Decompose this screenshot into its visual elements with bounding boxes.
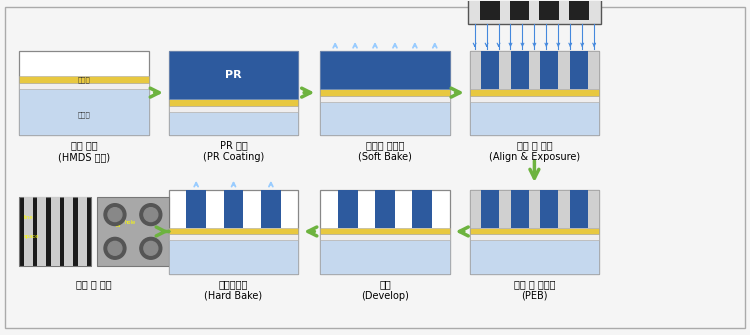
Bar (470, 51, 599, 89)
Text: hole: hole (125, 220, 136, 225)
Bar (51, 197, 60, 266)
Bar (479, 0, 500, 20)
Bar (169, 234, 298, 241)
Bar (320, 190, 450, 274)
Bar (186, 190, 206, 228)
Bar (470, 234, 599, 241)
Text: 정렬 및 노광
(Align & Exposure): 정렬 및 노광 (Align & Exposure) (489, 140, 580, 162)
Bar (320, 51, 450, 89)
Bar (169, 106, 298, 112)
Circle shape (140, 204, 162, 225)
Bar (169, 51, 298, 99)
Bar (169, 228, 298, 234)
Bar (470, 190, 599, 274)
Bar (540, 190, 558, 228)
Text: PR 도포
(PR Coating): PR 도포 (PR Coating) (203, 140, 264, 162)
Circle shape (104, 238, 126, 259)
Text: 하드베이크
(Hard Bake): 하드베이크 (Hard Bake) (205, 279, 262, 301)
Bar (169, 190, 298, 274)
Text: PR: PR (225, 70, 242, 80)
Text: 노광 후 베이크
(PEB): 노광 후 베이크 (PEB) (514, 279, 555, 301)
Bar (38, 197, 46, 266)
Bar (539, 0, 560, 20)
Bar (20, 89, 148, 135)
Text: 웨이퍼: 웨이퍼 (78, 111, 91, 118)
Bar (470, 96, 599, 102)
Bar (511, 190, 529, 228)
Bar (320, 241, 450, 274)
Bar (320, 234, 450, 241)
Circle shape (104, 204, 126, 225)
Bar (320, 228, 450, 234)
Bar (482, 190, 500, 228)
Circle shape (144, 242, 158, 255)
Text: space: space (23, 234, 39, 240)
Bar (20, 51, 148, 135)
Bar (261, 190, 280, 228)
Bar (338, 190, 358, 228)
Bar (169, 241, 298, 274)
Bar (470, 51, 599, 135)
Bar (375, 190, 395, 228)
Bar (320, 51, 450, 135)
Text: line: line (23, 215, 33, 220)
Bar (470, 102, 599, 135)
Text: 산화막: 산화막 (78, 76, 91, 83)
Bar (20, 197, 91, 266)
Bar (20, 76, 148, 83)
Text: 현상 후 검사: 현상 후 검사 (76, 279, 112, 289)
Bar (470, 241, 599, 274)
Text: 표면 처리
(HMDS 처리): 표면 처리 (HMDS 처리) (58, 140, 110, 162)
Bar (482, 51, 500, 89)
Bar (169, 51, 298, 135)
Bar (320, 96, 450, 102)
Bar (24, 197, 33, 266)
Bar (570, 51, 587, 89)
Bar (468, 0, 602, 24)
Bar (169, 112, 298, 135)
Bar (470, 190, 599, 228)
Bar (97, 197, 169, 266)
Bar (169, 99, 298, 106)
Bar (64, 197, 73, 266)
Text: 소프트 베이크
(Soft Bake): 소프트 베이크 (Soft Bake) (358, 140, 412, 162)
Text: 현상
(Develop): 현상 (Develop) (361, 279, 409, 301)
Bar (77, 197, 86, 266)
Bar (509, 0, 530, 20)
Bar (511, 51, 529, 89)
Circle shape (140, 238, 162, 259)
Bar (569, 0, 590, 20)
Bar (320, 89, 450, 96)
Bar (540, 51, 558, 89)
Bar (224, 190, 244, 228)
Bar (320, 102, 450, 135)
Circle shape (108, 208, 122, 221)
Bar (470, 228, 599, 234)
Bar (413, 190, 432, 228)
Bar (470, 89, 599, 96)
Circle shape (144, 208, 158, 221)
Bar (570, 190, 587, 228)
Bar (20, 83, 148, 89)
Circle shape (108, 242, 122, 255)
